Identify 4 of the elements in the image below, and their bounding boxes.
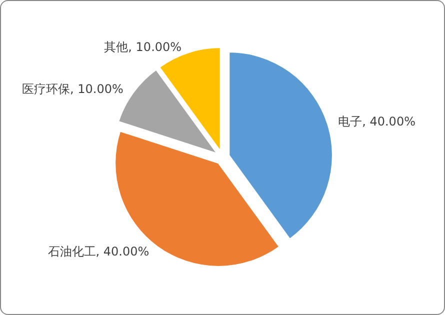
slice-label: 医疗环保, 10.00%: [22, 82, 124, 96]
slice-label: 其他, 10.00%: [104, 40, 182, 54]
slice-label: 石油化工, 40.00%: [48, 244, 150, 259]
slice-label: 电子, 40.00%: [338, 114, 416, 129]
